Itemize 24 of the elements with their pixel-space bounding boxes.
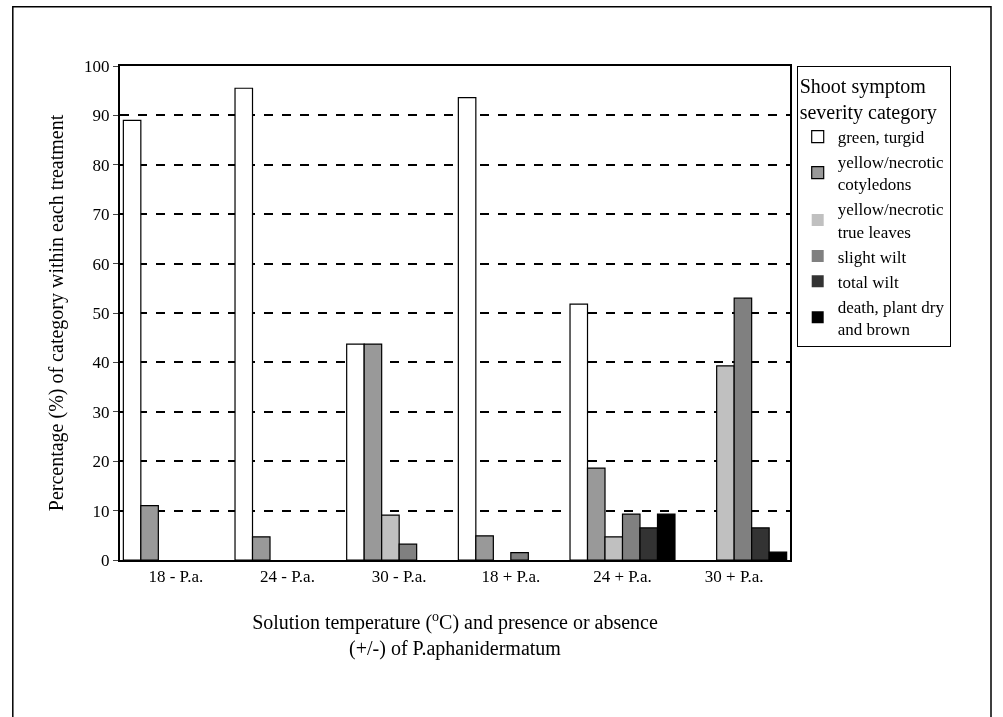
x-tick-label: 30 + P.a. [704, 567, 764, 587]
y-axis-title: Percentage (%) of category within each treatment [45, 114, 69, 512]
legend-label: death, plant dry and brown [837, 297, 945, 339]
y-tick-label: 20 [92, 452, 110, 472]
y-tick-label: 70 [92, 205, 110, 225]
x-tick-label: 30 - P.a. [371, 567, 427, 587]
x-tick-label: 18 + P.a. [481, 567, 541, 587]
y-tick-label: 0 [101, 550, 110, 570]
legend-label: green, turgid [837, 128, 925, 148]
x-tick-label: 18 - P.a. [148, 567, 204, 587]
legend-label: total wilt [837, 272, 899, 292]
y-tick-label: 90 [92, 106, 110, 126]
y-tick-label: 60 [92, 254, 110, 274]
x-tick-label: 24 - P.a. [260, 567, 315, 587]
y-tick-label: 40 [92, 353, 110, 373]
x-axis-title: Solution temperature ($^{o}$C) and presence or absence (+/-) of P.aphanidermatum [252, 609, 658, 661]
y-tick-label: 80 [92, 155, 110, 175]
y-tick-label: 50 [92, 303, 110, 323]
legend-title: Shoot symptom severity category [799, 75, 937, 124]
x-tick-label: 24 + P.a. [593, 567, 652, 587]
y-tick-label: 10 [92, 501, 110, 521]
legend-label: slight wilt [837, 247, 907, 267]
y-tick-label: 30 [92, 402, 110, 422]
y-tick-label: 100 [84, 56, 110, 76]
